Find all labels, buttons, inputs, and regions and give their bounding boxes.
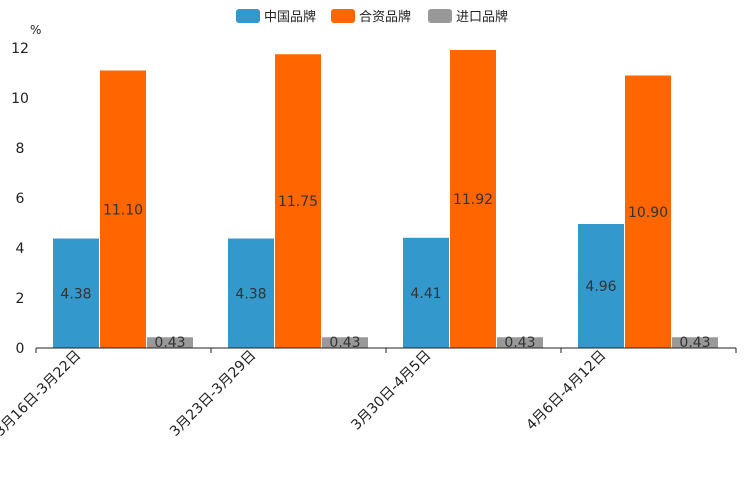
y-tick-label: 12 [11, 41, 29, 57]
bar-3-4[interactable] [672, 337, 718, 348]
value-label-1-4: 4.96 [585, 279, 616, 295]
bar-1-4[interactable] [578, 224, 624, 348]
value-label-2-3: 11.92 [453, 192, 493, 208]
x-tick-label: 4月6日-4月12日 [523, 348, 609, 434]
value-label-2-2: 11.75 [278, 194, 318, 210]
value-label-2-4: 10.90 [628, 205, 668, 221]
value-label-1-1: 4.38 [60, 286, 91, 302]
x-axis: 3月16日-3月22日 3月23日-3月29日 3月30日-4月5日 4月6日-4月1… [0, 347, 737, 440]
bar-1-3[interactable] [403, 237, 449, 348]
bars-group: 4.38 11.10 0.43 4.38 11.75 0.43 4.41 11.92 0.43 4… [53, 50, 718, 351]
y-axis-unit-label: % [30, 23, 41, 37]
legend: 中国品牌 合资品牌 进口品牌 [236, 9, 508, 25]
y-tick-label: 8 [16, 141, 25, 157]
x-tick-label: 3月30日-4月5日 [348, 348, 434, 434]
y-tick-label: 10 [11, 91, 29, 107]
y-tick-label: 6 [16, 191, 25, 207]
legend-label-1[interactable]: 中国品牌 [264, 9, 316, 25]
bar-2-4[interactable] [625, 75, 671, 349]
value-label-3-2: 0.43 [329, 335, 360, 351]
bar-3-3[interactable] [497, 337, 543, 348]
legend-swatch-1[interactable] [236, 9, 260, 23]
legend-swatch-3[interactable] [428, 9, 452, 23]
bar-2-2[interactable] [275, 54, 321, 348]
x-tick-label: 3月23日-3月29日 [167, 348, 259, 440]
bar-3-2[interactable] [322, 337, 368, 348]
bar-1-2[interactable] [228, 238, 274, 349]
y-axis: 0 2 4 6 8 10 12 [11, 41, 29, 357]
value-label-3-4: 0.43 [679, 335, 710, 351]
bar-3-1[interactable] [147, 337, 193, 348]
bar-2-3[interactable] [450, 50, 496, 348]
value-label-1-3: 4.41 [410, 286, 441, 302]
bar-2-1[interactable] [100, 70, 146, 349]
y-tick-label: 0 [16, 341, 25, 357]
bar-1-1[interactable] [53, 238, 99, 349]
legend-label-3[interactable]: 进口品牌 [456, 9, 508, 25]
value-label-2-1: 11.10 [103, 202, 143, 218]
value-label-3-3: 0.43 [504, 335, 535, 351]
y-tick-label: 2 [16, 291, 25, 307]
value-label-3-1: 0.43 [154, 335, 185, 351]
legend-label-2[interactable]: 合资品牌 [359, 9, 411, 25]
value-label-1-2: 4.38 [235, 286, 266, 302]
y-tick-label: 4 [16, 241, 25, 257]
x-tick-label: 3月16日-3月22日 [0, 348, 84, 440]
legend-swatch-2[interactable] [331, 9, 355, 23]
